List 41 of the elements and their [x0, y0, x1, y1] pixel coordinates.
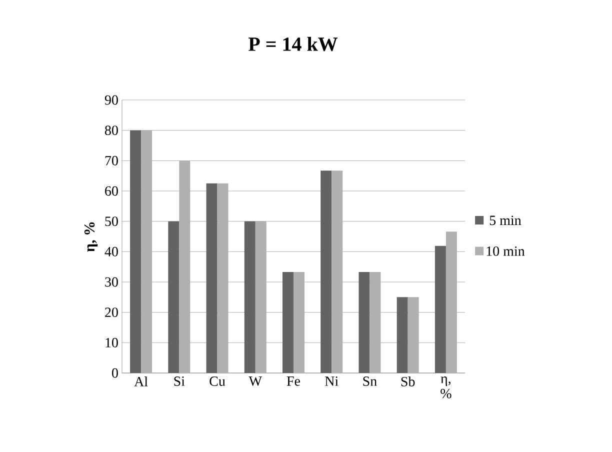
x-tick-label: Sb	[401, 376, 415, 386]
bar	[255, 221, 266, 373]
bar	[130, 130, 142, 373]
y-tick-label: 20	[105, 308, 118, 318]
legend-label: 10 min	[486, 246, 525, 256]
x-tick-label: Sn	[363, 376, 377, 386]
y-tick-label: 0	[112, 368, 118, 378]
x-tick-label: Ni	[325, 376, 338, 386]
bar	[408, 297, 419, 373]
x-tick-label: η, %	[440, 376, 452, 398]
y-tick-label: 50	[105, 216, 118, 226]
bar	[434, 246, 446, 373]
bar	[168, 221, 180, 373]
y-axis-title: η, %	[84, 222, 98, 252]
bar	[396, 297, 408, 373]
bar	[358, 272, 370, 373]
chart-title: P = 14 kW	[248, 36, 338, 52]
bar	[141, 130, 152, 373]
bar	[179, 160, 190, 373]
y-tick-label: 70	[105, 156, 118, 166]
y-tick-label: 60	[105, 186, 118, 196]
bar	[446, 232, 457, 373]
y-tick-label: 90	[104, 95, 118, 105]
x-tick-label: W	[248, 376, 262, 386]
bar	[282, 272, 294, 373]
y-tick-label: 10	[106, 338, 118, 348]
x-tick-label: Cu	[210, 376, 226, 386]
y-tick-label: 30	[105, 277, 118, 287]
x-tick-label: Al	[134, 376, 148, 386]
bar	[244, 221, 256, 373]
bar	[294, 272, 305, 373]
legend-label: 5 min	[490, 216, 522, 226]
x-tick-label: Si	[174, 376, 185, 386]
bar	[206, 183, 218, 373]
bar	[217, 183, 228, 373]
x-tick-label: Fe	[286, 376, 300, 386]
bar	[320, 170, 332, 373]
bar	[370, 272, 381, 373]
y-tick-label: 80	[105, 126, 118, 136]
y-tick-label: 40	[104, 246, 118, 256]
bar	[332, 170, 343, 373]
